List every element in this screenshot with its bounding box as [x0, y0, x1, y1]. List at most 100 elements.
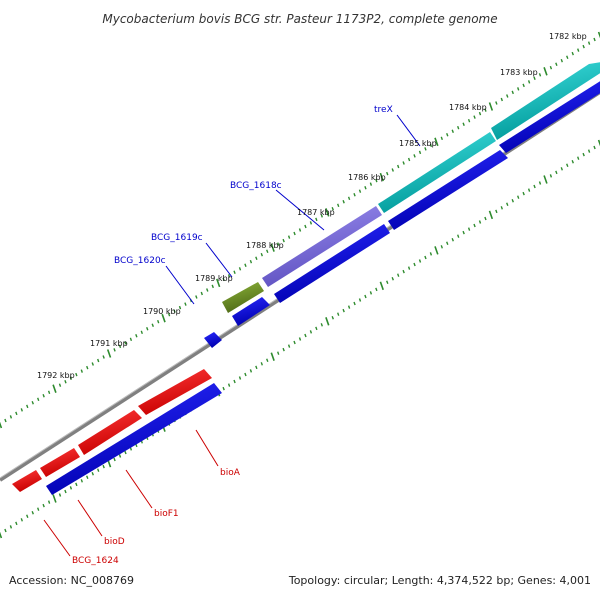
bcg-1619c-leader: [205, 242, 233, 278]
major-tick: [325, 317, 330, 326]
gene-biod-feature[interactable]: [40, 448, 80, 477]
minor-tick: [97, 468, 100, 472]
minor-tick: [538, 181, 542, 185]
bcg-1624-leader: [43, 519, 71, 557]
minor-tick: [587, 41, 591, 45]
tick-label: 1790 kbp: [143, 307, 181, 316]
minor-tick: [478, 111, 482, 116]
minor-tick: [266, 358, 269, 363]
major-tick: [543, 175, 548, 184]
minor-tick: [255, 365, 258, 370]
minor-tick: [173, 309, 176, 313]
minor-tick: [473, 223, 476, 228]
tick-label: 1782 kbp: [549, 32, 587, 41]
minor-tick: [129, 447, 133, 451]
minor-tick: [75, 482, 78, 487]
minor-tick: [37, 397, 40, 402]
gene-trex-feature[interactable]: [378, 132, 496, 213]
minor-tick: [200, 291, 203, 296]
minor-tick: [407, 266, 411, 270]
minor-tick: [167, 312, 171, 317]
minor-tick: [31, 401, 34, 405]
reverse-feature[interactable]: [204, 332, 222, 348]
tick-label: 1788 kbp: [246, 241, 284, 250]
trex-leader: [396, 114, 421, 147]
gene-label-trex[interactable]: treX: [374, 105, 393, 115]
minor-tick: [353, 192, 356, 197]
minor-tick: [146, 327, 149, 331]
minor-tick: [566, 55, 569, 59]
minor-tick: [418, 150, 422, 155]
major-tick: [597, 31, 600, 39]
minor-tick: [42, 394, 45, 398]
minor-tick: [587, 149, 591, 153]
reverse-feature[interactable]: [232, 297, 270, 326]
gene-label-bcg-1620c[interactable]: BCG_1620c: [114, 256, 166, 266]
minor-tick: [26, 404, 29, 409]
gene-label-bcg-1618c[interactable]: BCG_1618c: [230, 181, 282, 191]
reverse-feature[interactable]: [274, 224, 390, 303]
forward-strand: [12, 62, 600, 492]
minor-tick: [260, 362, 263, 366]
minor-tick: [222, 386, 225, 391]
minor-tick: [249, 369, 253, 373]
tick-label: 1791 kbp: [90, 339, 128, 348]
gene-bcg-1619c-feature[interactable]: [222, 282, 264, 313]
tick-label: 1785 kbp: [399, 139, 437, 148]
minor-tick: [178, 305, 182, 310]
minor-tick: [238, 267, 242, 271]
minor-tick: [31, 510, 34, 515]
minor-tick: [124, 450, 127, 455]
minor-tick: [577, 156, 580, 160]
gene-label-bioa[interactable]: bioA: [220, 468, 241, 478]
minor-tick: [527, 80, 531, 84]
minor-tick: [533, 184, 536, 189]
minor-tick: [184, 302, 187, 306]
minor-tick: [484, 216, 487, 221]
minor-tick: [397, 164, 400, 169]
minor-tick: [375, 178, 378, 183]
minor-tick: [337, 312, 340, 316]
minor-tick: [353, 301, 356, 306]
minor-tick: [91, 471, 94, 476]
reverse-feature[interactable]: [46, 383, 222, 495]
minor-tick: [227, 274, 231, 278]
minor-tick: [446, 241, 449, 246]
gene-bcg-1624-feature[interactable]: [12, 470, 42, 492]
minor-tick: [113, 457, 116, 462]
minor-tick: [429, 252, 433, 256]
reverse-feature[interactable]: [388, 150, 508, 230]
gene-bioa-feature[interactable]: [138, 369, 212, 415]
minor-tick: [413, 154, 416, 158]
minor-tick: [337, 203, 340, 208]
major-tick: [52, 494, 57, 503]
biod-leader: [77, 499, 103, 537]
minor-tick: [500, 206, 503, 210]
minor-tick: [484, 108, 487, 112]
minor-tick: [80, 369, 83, 373]
minor-tick: [517, 195, 520, 199]
minor-tick: [446, 133, 449, 137]
gene-label-bcg-1624[interactable]: BCG_1624: [72, 556, 119, 566]
minor-tick: [129, 337, 133, 342]
major-tick: [379, 281, 384, 291]
minor-tick: [467, 118, 471, 123]
minor-tick: [69, 376, 73, 380]
minor-tick: [571, 159, 574, 164]
gene-trex-feature[interactable]: [491, 62, 600, 140]
minor-tick: [118, 454, 122, 458]
gene-biof1-feature[interactable]: [78, 410, 142, 455]
minor-tick: [407, 157, 411, 162]
minor-tick: [391, 168, 394, 172]
minor-tick: [195, 295, 198, 299]
reverse-feature[interactable]: [499, 80, 600, 153]
minor-tick: [424, 255, 427, 260]
gene-label-bcg-1619c[interactable]: BCG_1619c: [151, 233, 203, 243]
gene-label-biof1[interactable]: bioF1: [154, 509, 179, 519]
minor-tick: [20, 518, 23, 522]
major-tick: [325, 208, 330, 217]
minor-tick: [4, 528, 7, 533]
major-tick: [106, 349, 112, 358]
gene-bcg-1618c-feature[interactable]: [262, 206, 382, 287]
gene-label-biod[interactable]: bioD: [104, 537, 125, 547]
